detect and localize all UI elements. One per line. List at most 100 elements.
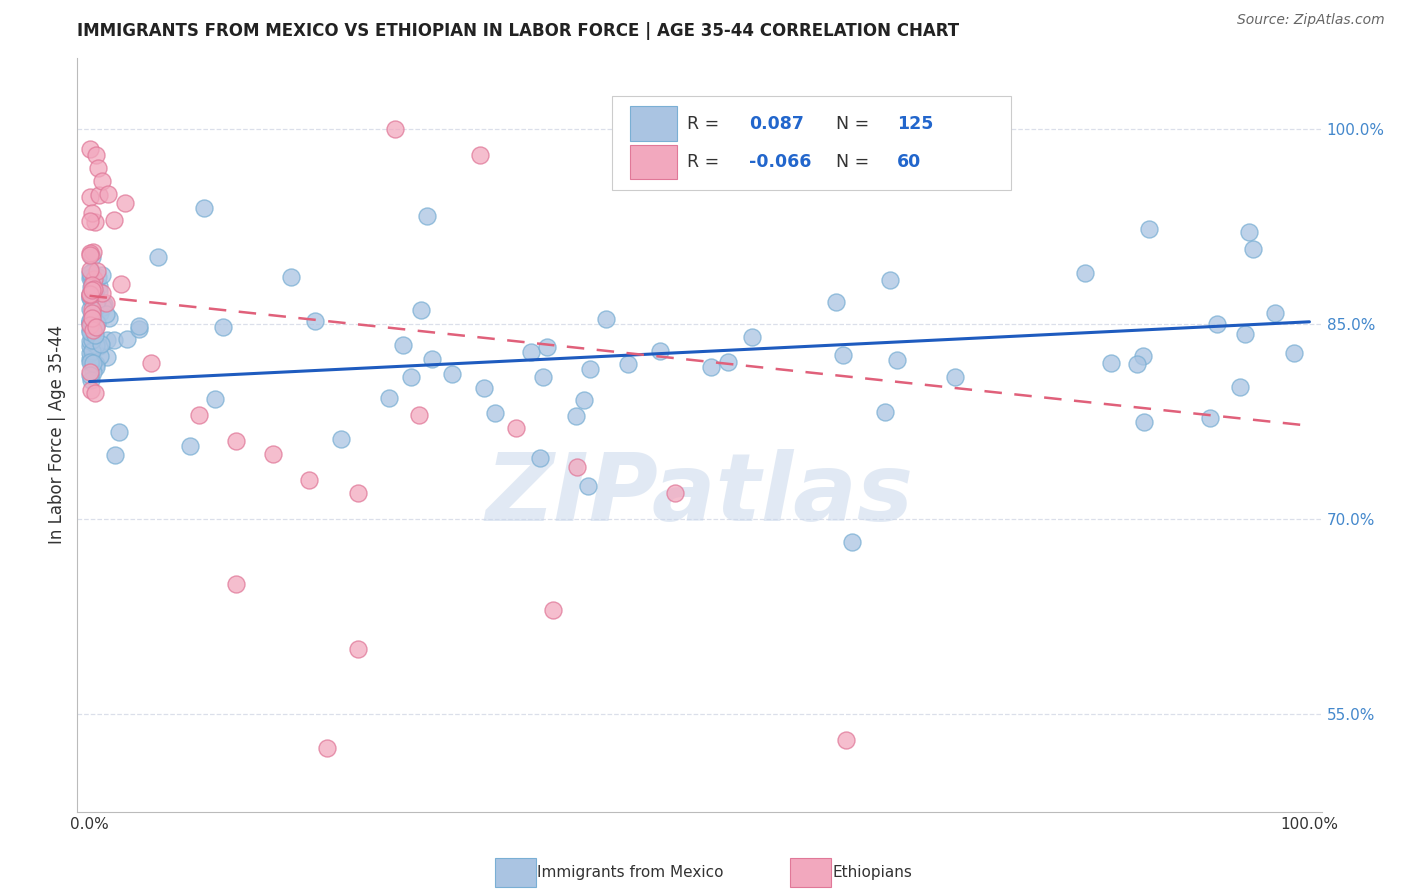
- Point: [86, 264, 108, 278]
- Y-axis label: In Labor Force | Age 35-44: In Labor Force | Age 35-44: [48, 326, 66, 544]
- Point: [83, 282, 105, 296]
- FancyBboxPatch shape: [630, 106, 678, 141]
- Point: [79, 290, 101, 304]
- Point: [79, 334, 101, 348]
- Point: [408, 409, 430, 423]
- Point: [84, 320, 107, 334]
- Point: [96, 351, 118, 365]
- Point: [82, 245, 104, 260]
- Point: [832, 348, 855, 362]
- Point: [86, 338, 108, 352]
- Point: [80, 353, 103, 368]
- Point: [316, 741, 339, 756]
- Point: [90, 174, 112, 188]
- Text: 60: 60: [897, 153, 921, 171]
- Point: [204, 392, 226, 406]
- Point: [86, 316, 108, 330]
- Point: [84, 286, 107, 301]
- Point: [468, 148, 491, 162]
- Point: [80, 322, 103, 336]
- Point: [825, 295, 848, 310]
- Point: [89, 339, 111, 353]
- Point: [79, 288, 101, 302]
- Point: [146, 250, 169, 264]
- Point: [96, 333, 118, 347]
- Point: [179, 439, 201, 453]
- Point: [82, 343, 104, 358]
- Point: [89, 337, 111, 351]
- Point: [83, 331, 105, 345]
- Point: [83, 289, 105, 303]
- Point: [617, 358, 640, 372]
- Point: [79, 280, 101, 294]
- Point: [82, 356, 104, 370]
- Point: [1133, 415, 1156, 429]
- Point: [377, 391, 399, 405]
- Point: [225, 577, 247, 591]
- Point: [79, 317, 101, 331]
- Point: [79, 269, 101, 284]
- Point: [86, 293, 108, 308]
- Point: [115, 332, 138, 346]
- Point: [193, 201, 215, 215]
- Point: [79, 323, 101, 337]
- Point: [472, 380, 495, 394]
- Point: [84, 148, 107, 162]
- Point: [1206, 318, 1229, 332]
- Point: [79, 313, 101, 327]
- Point: [83, 322, 105, 336]
- Point: [82, 250, 104, 264]
- Point: [82, 273, 104, 287]
- Point: [1137, 222, 1160, 236]
- Point: [128, 322, 150, 336]
- Point: [97, 187, 120, 202]
- Point: [79, 286, 101, 301]
- Point: [79, 248, 101, 262]
- Point: [531, 369, 554, 384]
- Point: [139, 356, 162, 370]
- Point: [409, 303, 432, 318]
- Point: [103, 333, 125, 347]
- Point: [84, 301, 107, 316]
- Point: [87, 188, 110, 202]
- Point: [128, 319, 150, 334]
- Point: [595, 311, 617, 326]
- Point: [80, 288, 103, 302]
- Text: Ethiopians: Ethiopians: [832, 865, 912, 880]
- Point: [79, 315, 101, 329]
- Point: [93, 297, 115, 311]
- Point: [91, 297, 114, 311]
- Point: [574, 393, 596, 408]
- Point: [567, 460, 589, 475]
- Point: [1229, 380, 1251, 394]
- Point: [83, 272, 105, 286]
- Point: [565, 409, 588, 423]
- Point: [79, 214, 101, 228]
- Point: [1074, 267, 1097, 281]
- Point: [114, 195, 136, 210]
- Point: [835, 733, 858, 747]
- Point: [576, 479, 599, 493]
- Text: N =: N =: [837, 114, 875, 133]
- Point: [82, 277, 104, 292]
- Point: [1198, 411, 1220, 425]
- Text: 0.087: 0.087: [749, 114, 804, 133]
- Point: [91, 286, 114, 301]
- Point: [1264, 306, 1286, 320]
- Point: [298, 473, 321, 487]
- Point: [280, 269, 302, 284]
- Point: [84, 214, 107, 228]
- Point: [79, 291, 101, 305]
- Point: [80, 333, 103, 347]
- Point: [108, 425, 131, 439]
- Point: [89, 306, 111, 320]
- Point: [392, 338, 415, 352]
- Point: [110, 277, 132, 291]
- Point: [84, 357, 107, 371]
- Point: [1241, 242, 1264, 256]
- Point: [347, 486, 370, 500]
- Point: [79, 190, 101, 204]
- Point: [1132, 349, 1154, 363]
- Point: [93, 300, 115, 314]
- Point: [440, 368, 463, 382]
